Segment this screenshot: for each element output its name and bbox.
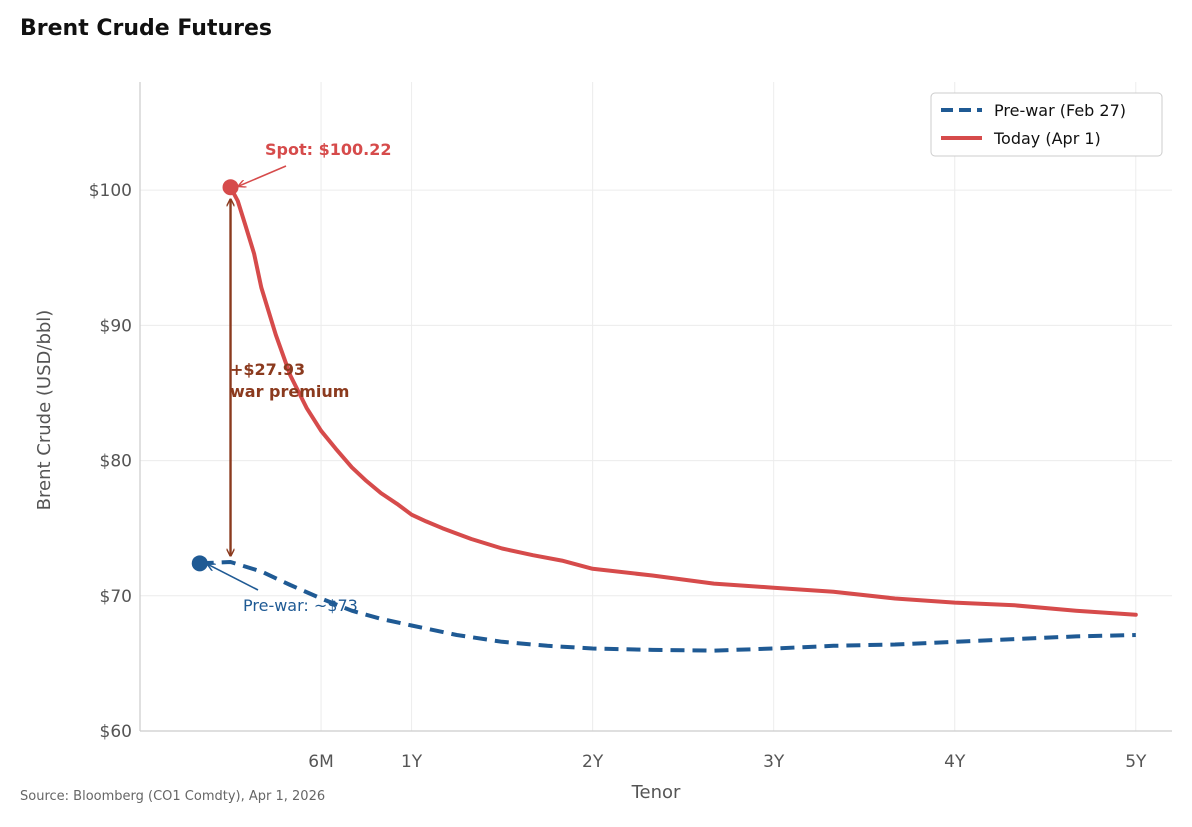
x-tick-label: 3Y [763, 752, 785, 772]
axes [139, 82, 1172, 732]
x-tick-label: 6M [308, 752, 333, 772]
series-line-prewar [199, 560, 1136, 653]
legend-label-prewar: Pre-war (Feb 27) [994, 101, 1126, 120]
war-premium-text: war premium [230, 382, 349, 401]
y-tick-labels: $60 $70 $80 $90 $100 [89, 181, 132, 742]
x-tick-labels: 6M 1Y 2Y 3Y 4Y 5Y [308, 752, 1147, 772]
prewar-marker [191, 555, 208, 572]
x-tick-label: 4Y [944, 752, 966, 772]
source-note: Source: Bloomberg (CO1 Comdty), Apr 1, 2… [20, 789, 326, 804]
series-line-today [228, 185, 1138, 617]
spot-marker [222, 179, 239, 196]
y-tick-label: $100 [89, 181, 132, 201]
war-premium-value: +$27.93 [230, 360, 305, 379]
y-tick-label: $60 [100, 722, 132, 742]
y-axis-label: Brent Crude (USD/bbl) [34, 310, 55, 511]
spot-label: Spot: $100.22 [265, 140, 391, 159]
legend-label-today: Today (Apr 1) [993, 129, 1101, 148]
legend: Pre-war (Feb 27) Today (Apr 1) [930, 92, 1163, 157]
spot-arrow [239, 165, 287, 186]
legend-box [930, 92, 1163, 157]
prewar-label: Pre-war: ~$73 [243, 596, 358, 615]
x-tick-label: 1Y [401, 752, 423, 772]
y-tick-label: $90 [100, 316, 132, 336]
x-tick-label: 5Y [1125, 752, 1147, 772]
grid-lines [140, 82, 1172, 732]
y-tick-label: $80 [100, 452, 132, 472]
prewar-arrow [208, 564, 259, 591]
chart-title: Brent Crude Futures [20, 16, 273, 41]
annotations: Spot: $100.22 Pre-war: ~$73 +$27.93 war pre… [191, 140, 391, 615]
x-tick-label: 2Y [582, 752, 604, 772]
y-tick-label: $70 [100, 587, 132, 607]
x-axis-label: Tenor [631, 782, 681, 803]
series-lines [199, 185, 1138, 653]
